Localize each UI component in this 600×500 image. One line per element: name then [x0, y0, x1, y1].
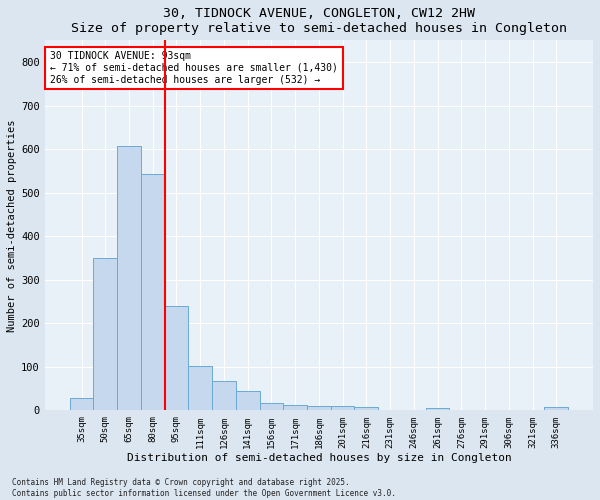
Y-axis label: Number of semi-detached properties: Number of semi-detached properties — [7, 119, 17, 332]
Text: 30 TIDNOCK AVENUE: 93sqm
← 71% of semi-detached houses are smaller (1,430)
26% o: 30 TIDNOCK AVENUE: 93sqm ← 71% of semi-d… — [50, 52, 338, 84]
Bar — [331, 406, 355, 410]
Bar — [141, 174, 164, 410]
Bar — [70, 398, 94, 410]
Bar — [426, 408, 449, 410]
Bar — [283, 404, 307, 410]
Bar — [544, 407, 568, 410]
Bar — [94, 258, 117, 410]
Text: Contains HM Land Registry data © Crown copyright and database right 2025.
Contai: Contains HM Land Registry data © Crown c… — [12, 478, 396, 498]
X-axis label: Distribution of semi-detached houses by size in Congleton: Distribution of semi-detached houses by … — [127, 453, 511, 463]
Bar — [355, 407, 378, 410]
Bar — [236, 391, 260, 410]
Bar — [188, 366, 212, 410]
Bar — [117, 146, 141, 410]
Bar — [164, 306, 188, 410]
Title: 30, TIDNOCK AVENUE, CONGLETON, CW12 2HW
Size of property relative to semi-detach: 30, TIDNOCK AVENUE, CONGLETON, CW12 2HW … — [71, 7, 567, 35]
Bar — [212, 381, 236, 410]
Bar — [260, 402, 283, 410]
Bar — [307, 406, 331, 410]
